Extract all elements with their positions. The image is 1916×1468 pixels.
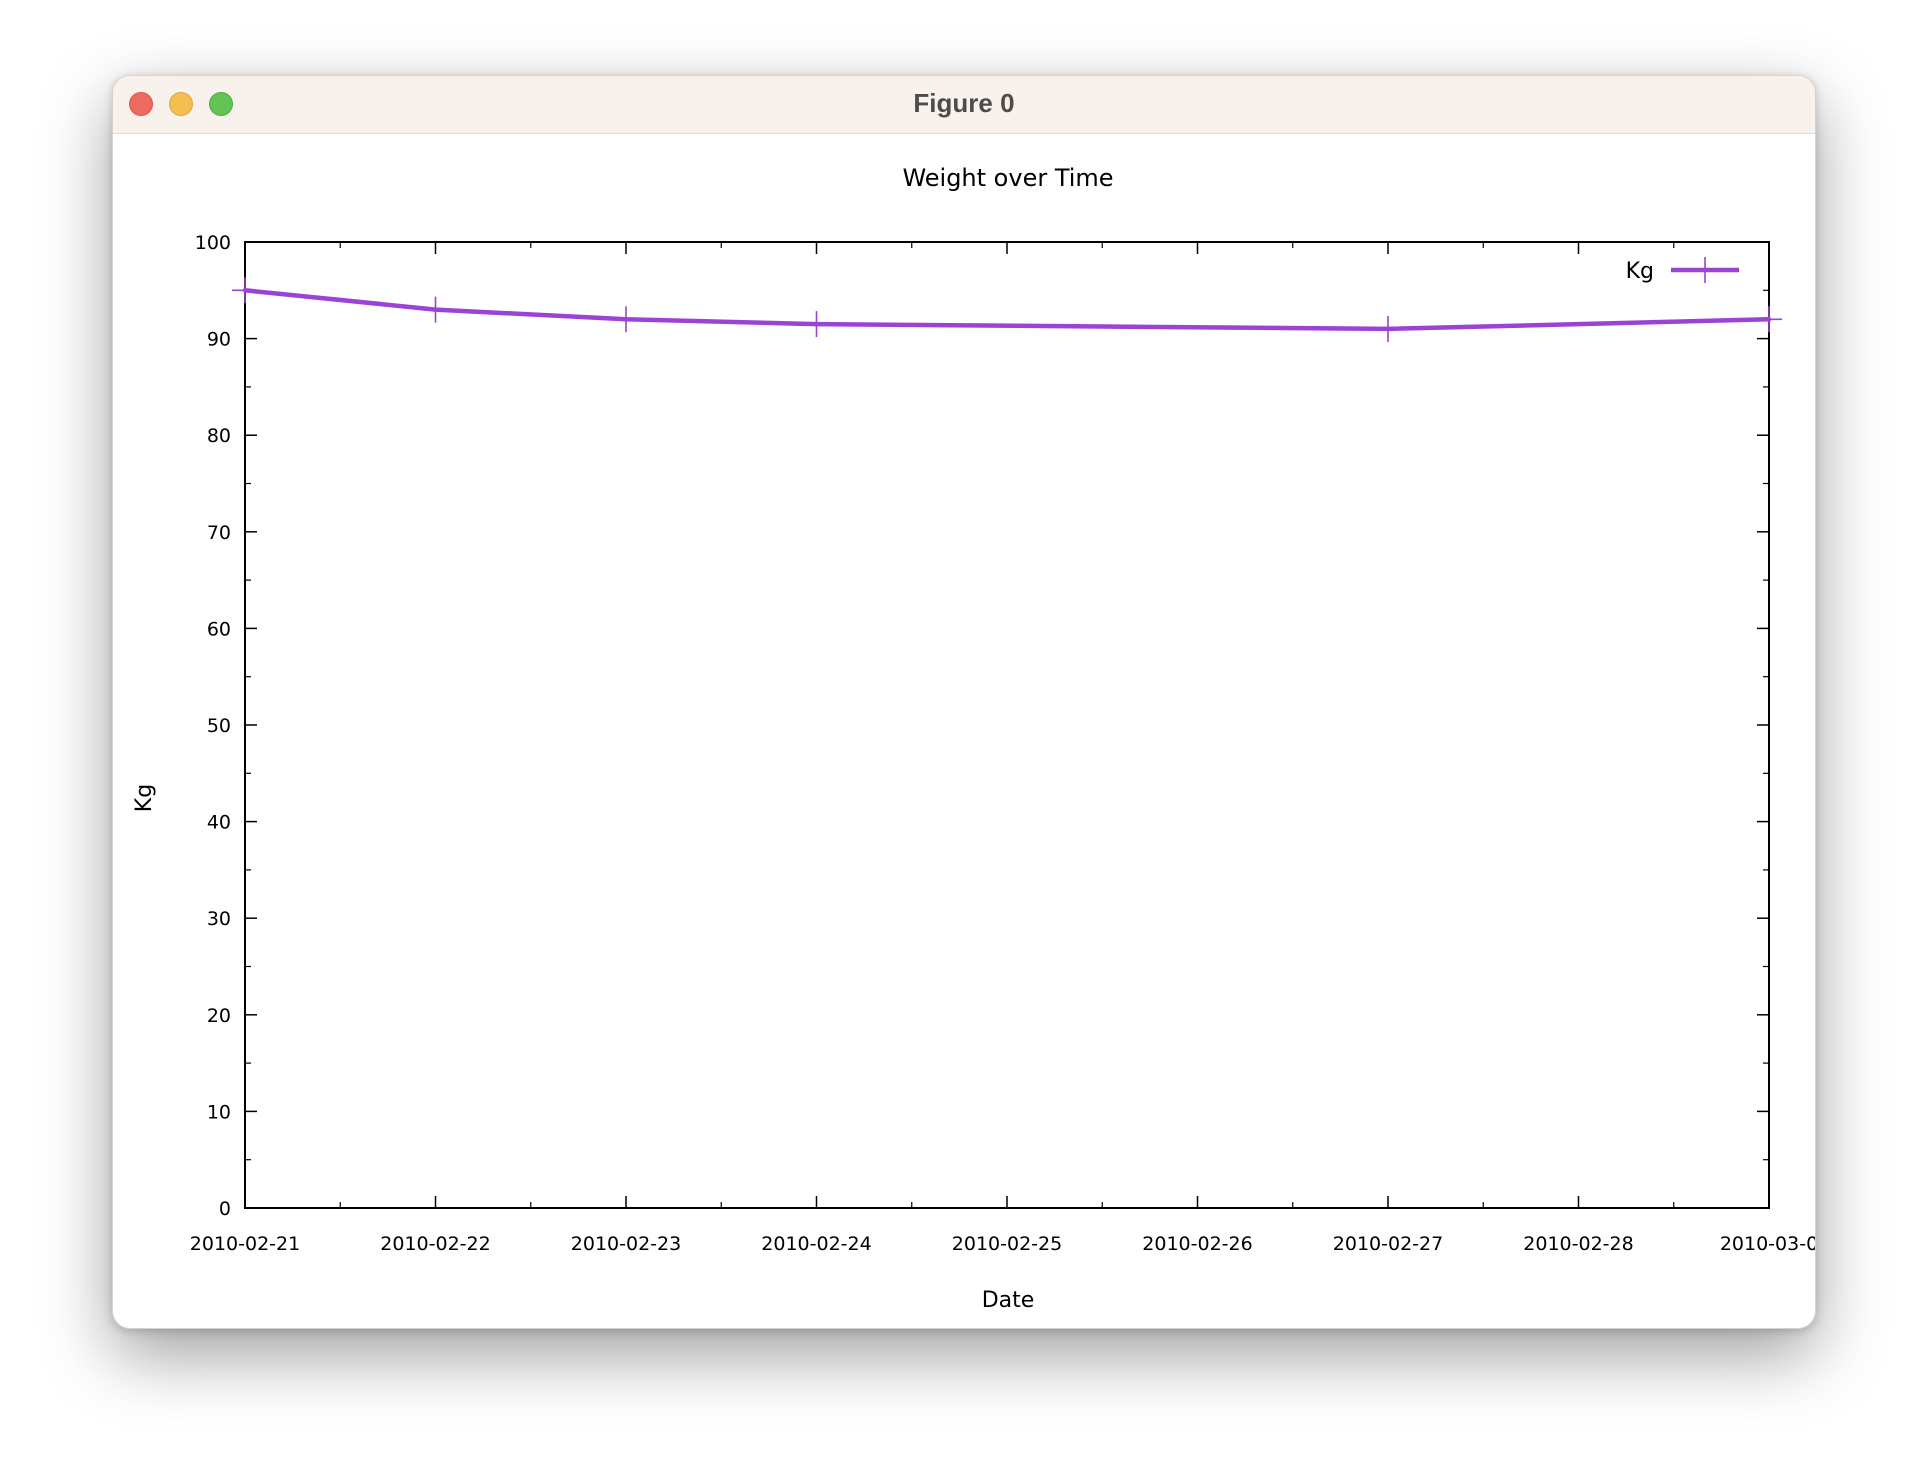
x-tick-label: 2010-02-22 <box>380 1233 490 1255</box>
plot-area: Weight over Time Date Kg 0 10 20 30 40 50 60 70… <box>113 134 1815 1328</box>
chart-title: Weight over Time <box>902 164 1113 192</box>
y-tick-label: 0 <box>219 1198 231 1220</box>
x-tick-label: 2010-02-28 <box>1523 1233 1633 1255</box>
data-point <box>232 277 258 304</box>
line-chart: Weight over Time Date Kg 0 10 20 30 40 50 60 70… <box>132 164 1815 1313</box>
legend-label: Kg <box>1626 259 1654 284</box>
data-point <box>1756 306 1782 333</box>
legend: Kg <box>1626 257 1739 284</box>
x-axis-label: Date <box>982 1288 1035 1313</box>
data-point <box>1375 315 1401 342</box>
y-tick-label: 70 <box>207 522 231 544</box>
y-tick-label: 30 <box>207 908 231 930</box>
y-tick-label: 90 <box>207 329 231 351</box>
data-point <box>803 311 830 338</box>
minimize-button[interactable] <box>169 92 193 116</box>
x-tick-label: 2010-02-23 <box>571 1233 681 1255</box>
title-bar[interactable]: Figure 0 <box>113 76 1815 134</box>
x-tick-label: 2010-02-25 <box>952 1233 1062 1255</box>
window-title: Figure 0 <box>913 88 1015 118</box>
x-tick-label: 2010-03-0 <box>1720 1233 1815 1255</box>
data-point <box>613 306 639 333</box>
x-tick-label: 2010-02-27 <box>1333 1233 1443 1255</box>
y-tick-label: 60 <box>207 618 231 640</box>
y-axis-label: Kg <box>132 784 157 812</box>
y-tick-label: 80 <box>207 425 231 447</box>
x-tick-label: 2010-02-24 <box>761 1233 871 1255</box>
x-tick-label: 2010-02-26 <box>1142 1233 1252 1255</box>
y-tick-label: 50 <box>207 715 231 737</box>
axes: 0 10 20 30 40 50 60 70 80 90 100 2010-02-21 2010-02-… <box>190 232 1815 1255</box>
y-tick-label: 100 <box>195 232 231 254</box>
figure-window: Figure 0 Weight over Time Date Kg 0 10 20 3… <box>112 75 1816 1329</box>
close-button[interactable] <box>129 92 153 116</box>
x-tick-label: 2010-02-21 <box>190 1233 300 1255</box>
y-tick-label: 20 <box>207 1005 231 1027</box>
data-point <box>422 296 449 323</box>
zoom-button[interactable] <box>209 92 233 116</box>
y-tick-label: 10 <box>207 1101 231 1123</box>
plot-frame <box>244 241 1770 1209</box>
series-layer <box>232 277 1782 342</box>
series-line <box>242 288 1772 332</box>
y-tick-label: 40 <box>207 812 231 834</box>
